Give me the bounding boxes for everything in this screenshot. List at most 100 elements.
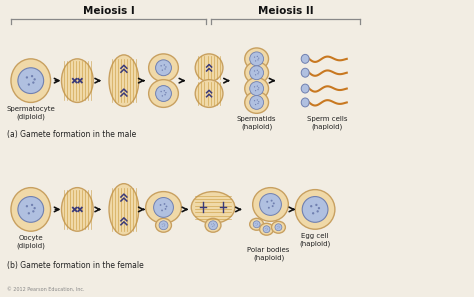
Text: © 2012 Pearson Education, Inc.: © 2012 Pearson Education, Inc. [7,287,84,292]
Circle shape [257,89,259,90]
Circle shape [164,64,165,66]
Circle shape [212,226,213,227]
Circle shape [159,221,168,230]
Circle shape [164,94,166,95]
Ellipse shape [11,59,51,102]
Circle shape [211,224,212,225]
Circle shape [32,210,35,213]
Circle shape [162,69,163,71]
Text: Spermatocyte
(diploid): Spermatocyte (diploid) [6,106,55,120]
Circle shape [31,204,33,206]
Ellipse shape [272,221,285,233]
Circle shape [255,60,256,61]
Circle shape [271,200,273,202]
Circle shape [258,87,259,89]
Circle shape [18,68,44,94]
Ellipse shape [155,218,172,232]
Circle shape [162,95,163,97]
Ellipse shape [250,218,264,230]
Circle shape [318,207,320,209]
Circle shape [160,65,162,67]
Text: Oocyte
(diploid): Oocyte (diploid) [16,235,45,249]
Ellipse shape [195,80,223,108]
Circle shape [255,104,256,105]
Circle shape [155,86,172,102]
Circle shape [258,71,259,73]
Circle shape [258,101,259,102]
Circle shape [31,75,33,77]
Circle shape [164,225,165,226]
Circle shape [34,207,36,209]
Circle shape [257,103,259,104]
Circle shape [250,96,264,109]
Ellipse shape [149,54,178,82]
Circle shape [250,66,264,80]
Ellipse shape [149,80,178,108]
Circle shape [257,86,258,87]
Ellipse shape [109,55,139,106]
Ellipse shape [260,223,273,235]
Circle shape [257,59,259,61]
Circle shape [164,208,166,210]
Circle shape [272,205,273,207]
Text: Meiosis I: Meiosis I [82,6,135,16]
Circle shape [254,70,255,72]
Circle shape [255,223,256,224]
Circle shape [209,221,218,230]
Circle shape [254,56,255,58]
Ellipse shape [253,188,288,221]
Circle shape [257,73,259,74]
Ellipse shape [245,91,269,113]
Ellipse shape [301,54,309,63]
Text: Sperm cells
(haploid): Sperm cells (haploid) [307,116,347,130]
Circle shape [255,74,256,75]
Circle shape [250,82,264,96]
Circle shape [265,228,266,229]
Text: (b) Gamete formation in the female: (b) Gamete formation in the female [7,261,144,270]
Text: Spermatids
(haploid): Spermatids (haploid) [237,116,276,130]
Circle shape [154,198,173,217]
Ellipse shape [295,189,335,229]
Circle shape [315,204,318,206]
Circle shape [266,201,268,203]
Circle shape [268,207,270,209]
Ellipse shape [245,48,269,70]
Ellipse shape [11,188,51,231]
Circle shape [34,78,36,80]
Ellipse shape [205,218,221,232]
Circle shape [254,86,255,87]
Circle shape [258,58,259,59]
Circle shape [213,223,214,224]
Circle shape [312,212,314,214]
Ellipse shape [109,184,139,235]
Circle shape [275,224,282,231]
Ellipse shape [245,78,269,99]
Text: Meiosis II: Meiosis II [257,6,313,16]
Circle shape [165,92,166,94]
Ellipse shape [146,192,182,223]
Circle shape [26,205,28,207]
Circle shape [257,56,258,57]
Circle shape [255,90,256,91]
Ellipse shape [191,192,235,223]
Ellipse shape [301,84,309,93]
Circle shape [27,83,30,86]
Circle shape [32,81,35,84]
Circle shape [18,197,44,222]
Ellipse shape [62,188,93,231]
Circle shape [250,52,264,66]
Circle shape [155,60,172,76]
Circle shape [302,197,328,222]
Circle shape [257,99,258,101]
Text: Egg cell
(haploid): Egg cell (haploid) [300,233,331,247]
Circle shape [254,100,255,101]
Circle shape [277,226,278,227]
Text: Polar bodies
(haploid): Polar bodies (haploid) [247,247,290,260]
Circle shape [27,212,30,214]
Circle shape [26,76,28,79]
Ellipse shape [301,98,309,107]
Circle shape [253,221,260,228]
Circle shape [317,210,319,213]
Text: (a) Gamete formation in the male: (a) Gamete formation in the male [7,130,136,139]
Ellipse shape [62,59,93,102]
